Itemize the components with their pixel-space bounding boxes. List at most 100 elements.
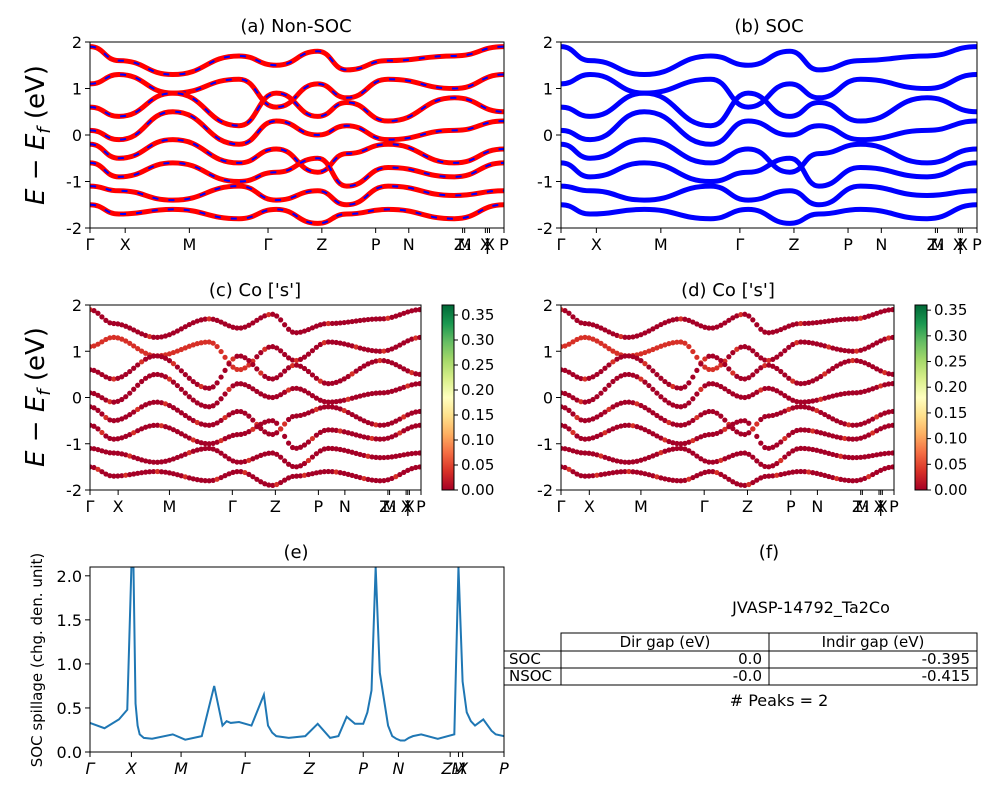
band-dot (858, 435, 864, 441)
colorbar-tick-label: 0.30 (934, 327, 967, 345)
band-dot (574, 374, 580, 380)
band-dot (365, 316, 371, 323)
band-dot (706, 325, 712, 331)
panel-e-plot (90, 567, 504, 742)
table-name: JVASP-14792_Ta2Co (731, 598, 890, 618)
xtick-label: X (480, 235, 491, 254)
band-dot (682, 340, 688, 346)
band-dot (119, 396, 125, 403)
band-dot (654, 474, 660, 480)
xtick-label: M (458, 235, 472, 254)
band-dot (662, 342, 668, 348)
band-dot (170, 471, 177, 477)
band-dot (123, 472, 129, 478)
band-dot (150, 399, 157, 405)
band-dot (610, 378, 616, 385)
band-dot (166, 351, 173, 357)
band-dot (99, 371, 105, 378)
band-dot (574, 449, 580, 455)
band-dot (890, 464, 894, 470)
band-dot (321, 446, 327, 452)
band-dot (802, 399, 808, 405)
ytick-label: -1 (66, 435, 82, 454)
band-dot (662, 378, 668, 385)
band-dot (262, 373, 268, 379)
band-dot (206, 339, 212, 345)
band-dot (361, 346, 367, 352)
band-dot (405, 426, 411, 432)
band-dot (722, 426, 728, 432)
band-dot (726, 454, 732, 460)
band-dot (234, 459, 240, 465)
band-dot (222, 453, 228, 459)
colorbar-ticks: 0.00 0.05 0.10 0.15 0.20 0.25 0.30 0.35 0.00 0.05… (454, 301, 967, 499)
panel-c-ylabel: E − Ef (eV) (21, 327, 55, 467)
band-dot (686, 343, 692, 350)
band-dot (674, 422, 680, 428)
band-dot (734, 393, 740, 399)
band-dot (170, 330, 177, 336)
xtick-label: Z₁ (852, 497, 869, 516)
band-dot (413, 450, 419, 456)
band-dot (814, 319, 820, 326)
band-dot (710, 353, 716, 359)
band-dot (810, 378, 816, 384)
band-dot (594, 323, 600, 329)
band-dot (618, 373, 624, 379)
band-dot (890, 334, 894, 341)
band-dot (135, 329, 141, 335)
band-dot (638, 351, 644, 357)
band-dot (562, 423, 568, 429)
band-dot (377, 478, 383, 484)
band-dot (111, 376, 117, 382)
xtick-label: X (404, 497, 415, 516)
band-dot (754, 368, 760, 374)
band-dot (714, 469, 720, 476)
xtick-label: N (403, 235, 415, 254)
xtick-label: Γ (557, 497, 566, 516)
band-dot (150, 334, 157, 340)
band-dot (618, 423, 624, 429)
band-dot (409, 336, 415, 342)
band-dot (413, 371, 419, 377)
band-dot (714, 382, 720, 388)
band-dot (297, 412, 304, 419)
band-dot (778, 457, 784, 464)
band-dot (329, 399, 335, 405)
band-dot (774, 354, 780, 360)
ytick-label: -2 (537, 481, 553, 500)
band-dot (626, 371, 632, 378)
panel-c-colorbar (441, 304, 455, 491)
band-dot (353, 473, 359, 480)
band-dot (309, 408, 316, 414)
band-dot (301, 442, 308, 448)
band-dot (305, 439, 312, 445)
band-dot (401, 366, 407, 372)
band-dot (778, 471, 784, 478)
band-dot (622, 334, 628, 340)
band-dot (618, 459, 624, 465)
band-dot (329, 427, 335, 433)
band-dot (890, 408, 894, 415)
band-dot (190, 417, 196, 424)
xtick-label: P (358, 759, 368, 778)
band-dot (214, 476, 220, 482)
band-dot (654, 345, 660, 351)
band-dot (115, 321, 121, 327)
peaks-note: # Peaks = 2 (730, 691, 829, 710)
band-dot (409, 424, 415, 430)
band-dot (123, 338, 129, 344)
band-dot (762, 357, 768, 363)
band-dot (250, 426, 256, 432)
band-dot (297, 463, 304, 469)
band-dot (566, 426, 572, 432)
band-dot (305, 410, 312, 416)
band-dot (582, 473, 588, 479)
band-dot (682, 446, 688, 452)
band-dot (305, 368, 312, 375)
band-dot (401, 414, 407, 420)
band-dot (786, 344, 792, 350)
band-dot (854, 358, 860, 364)
band-dot (750, 317, 756, 323)
band-dot (714, 355, 720, 361)
